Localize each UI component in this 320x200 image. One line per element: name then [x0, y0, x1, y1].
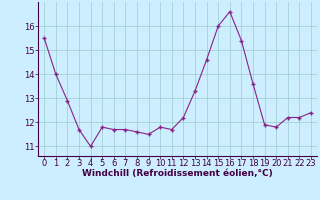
X-axis label: Windchill (Refroidissement éolien,°C): Windchill (Refroidissement éolien,°C)	[82, 169, 273, 178]
